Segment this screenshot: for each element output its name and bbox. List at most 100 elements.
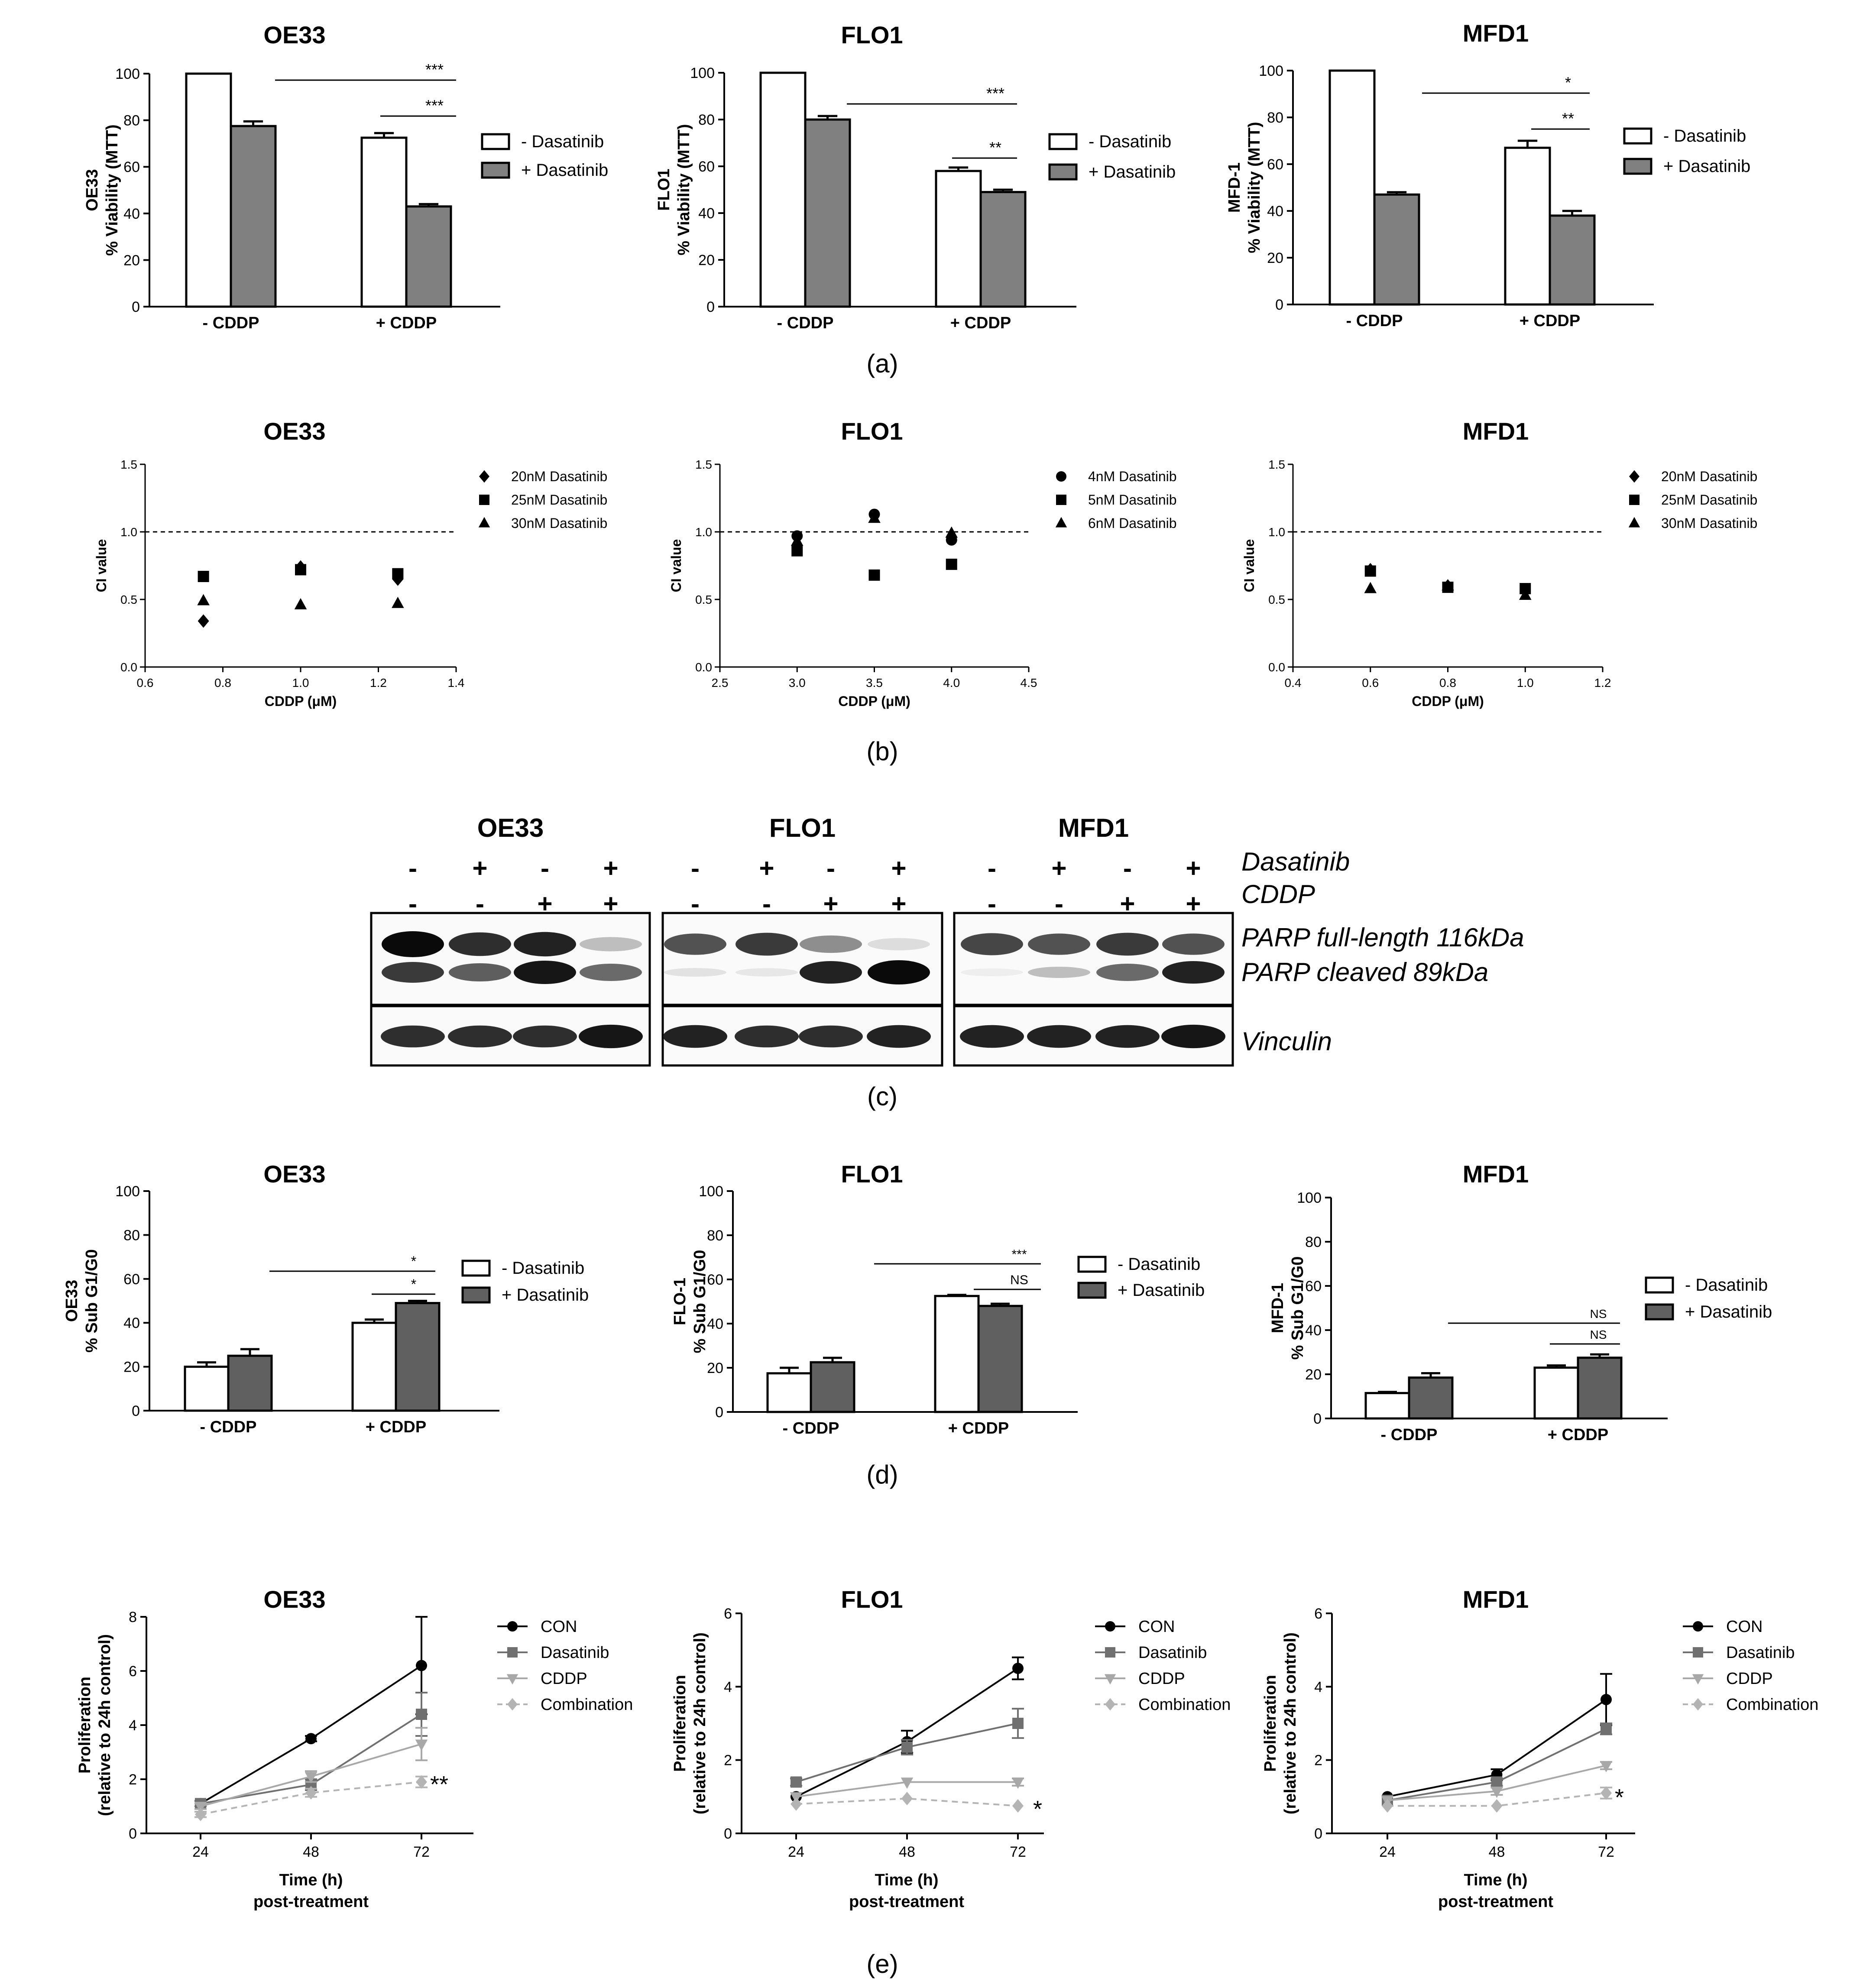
legend-label: 20nM Dasatinib [1661, 469, 1757, 484]
bar [810, 1361, 855, 1413]
vinculin-band [513, 1025, 577, 1048]
bar [804, 118, 851, 308]
legend-label: 25nM Dasatinib [511, 492, 607, 508]
panel-label: (d) [866, 1460, 898, 1489]
data-point [901, 1791, 913, 1806]
chart-title: FLO1 [841, 1586, 903, 1613]
vinculin-band [1095, 1025, 1160, 1048]
x-tick-label: 1.2 [1594, 676, 1611, 690]
x-tick-label: + CDDP [950, 314, 1011, 332]
legend-marker [1104, 1674, 1116, 1685]
y-axis-label: % Viability (MTT) [103, 124, 121, 256]
significance-label: NS [1010, 1273, 1028, 1287]
x-tick-label: + CDDP [366, 1418, 426, 1436]
significance-label: * [411, 1276, 416, 1292]
legend-label: 30nM Dasatinib [1661, 515, 1757, 531]
y-tick-label: 2 [724, 1752, 732, 1769]
legend-label: - Dasatinib [1089, 132, 1171, 151]
cddp-label: CDDP [1241, 880, 1315, 909]
y-tick-label: 60 [123, 159, 140, 175]
vinculin-band [799, 1025, 863, 1048]
blot-cell-line-label: MFD1 [1058, 813, 1129, 842]
legend-marker [1693, 1698, 1703, 1711]
data-point [294, 598, 307, 609]
y-tick-label: 80 [123, 1227, 140, 1243]
x-axis-label: post-treatment [1438, 1893, 1553, 1911]
data-point [1382, 1799, 1393, 1813]
dasatinib-sign: + [1051, 854, 1066, 883]
legend-swatch [1048, 163, 1078, 181]
data-point [1601, 1723, 1612, 1735]
y-axis-label: Proliferation [1261, 1675, 1280, 1772]
y-tick-label: 20 [123, 1359, 140, 1376]
legend-label: - Dasatinib [1685, 1276, 1768, 1295]
x-tick-label: 0.4 [1285, 676, 1302, 690]
dasatinib-sign: - [541, 854, 549, 883]
significance-label: NS [1590, 1307, 1607, 1321]
y-tick-label: 60 [1305, 1278, 1322, 1295]
legend-label: CON [1726, 1618, 1763, 1636]
y-axis-label: % Sub G1/G0 [691, 1250, 709, 1353]
y-tick-label: 60 [707, 1272, 723, 1288]
y-axis-label: % Sub G1/G0 [1289, 1256, 1307, 1360]
data-point [1491, 1799, 1503, 1813]
y-tick-label: 0.0 [120, 661, 137, 674]
parp-full-length-band [1162, 933, 1225, 955]
legend-marker [1056, 495, 1066, 505]
legend-swatch [1623, 158, 1652, 175]
vinculin-band [1161, 1024, 1225, 1049]
dasatinib-sign: + [891, 854, 906, 883]
x-tick-label: - CDDP [1381, 1426, 1438, 1444]
x-tick-label: + CDDP [1548, 1426, 1608, 1444]
parp-full-length-band [664, 933, 726, 955]
legend-marker [1105, 1621, 1115, 1632]
data-point [791, 1797, 802, 1811]
legend-label: 20nM Dasatinib [511, 469, 607, 484]
legend-swatch [481, 162, 510, 179]
legend-label: - Dasatinib [521, 132, 604, 151]
parp-cleaved-band [800, 961, 862, 984]
legend-label: + Dasatinib [1118, 1281, 1205, 1300]
y-tick-label: 0 [1275, 297, 1283, 313]
y-tick-label: 60 [123, 1271, 140, 1288]
x-tick-label: 0.6 [1362, 676, 1379, 690]
y-tick-label: 20 [707, 1360, 723, 1376]
data-point [945, 526, 958, 538]
parp-membrane [661, 912, 943, 1006]
data-point [1364, 582, 1377, 593]
blot-cell-line-label: FLO1 [769, 813, 836, 842]
chart-title: FLO1 [841, 21, 903, 49]
legend-label: - Dasatinib [1118, 1255, 1200, 1274]
x-tick-label: 0.8 [214, 676, 231, 690]
significance-label: * [1615, 1784, 1624, 1810]
legend-marker [507, 1647, 518, 1658]
x-tick-label: - CDDP [777, 314, 834, 332]
y-tick-label: 40 [1267, 203, 1283, 220]
parp-cleaved-band [514, 961, 576, 984]
y-tick-label: 80 [698, 112, 715, 128]
parp-full-length-band [580, 937, 642, 952]
y-tick-label: 0 [132, 1403, 140, 1419]
chart-title: MFD1 [1463, 418, 1529, 445]
significance-label: *** [425, 97, 444, 114]
legend-label: 30nM Dasatinib [511, 515, 607, 531]
chart-title: MFD1 [1463, 1160, 1529, 1188]
y-axis-label: CI value [668, 539, 684, 593]
x-tick-label: 24 [788, 1844, 804, 1860]
y-tick-label: 20 [1267, 250, 1283, 266]
chart-a_mfd1: MFD1 0 20 40 60 80 100 MFD-1% Viability (MTT) - … [1225, 19, 1750, 330]
parp-full-length-band [961, 933, 1023, 955]
y-axis-label: Proliferation [671, 1675, 689, 1772]
data-point [416, 1775, 427, 1789]
legend-marker [507, 1698, 518, 1711]
data-point [901, 1742, 913, 1753]
legend-swatch [1645, 1276, 1674, 1294]
x-tick-label: 24 [192, 1844, 209, 1860]
legend-marker [1692, 1674, 1704, 1685]
legend-label: + Dasatinib [1089, 162, 1176, 181]
y-tick-label: 0 [706, 299, 715, 315]
y-axis-label: MFD-1 [1225, 162, 1244, 213]
